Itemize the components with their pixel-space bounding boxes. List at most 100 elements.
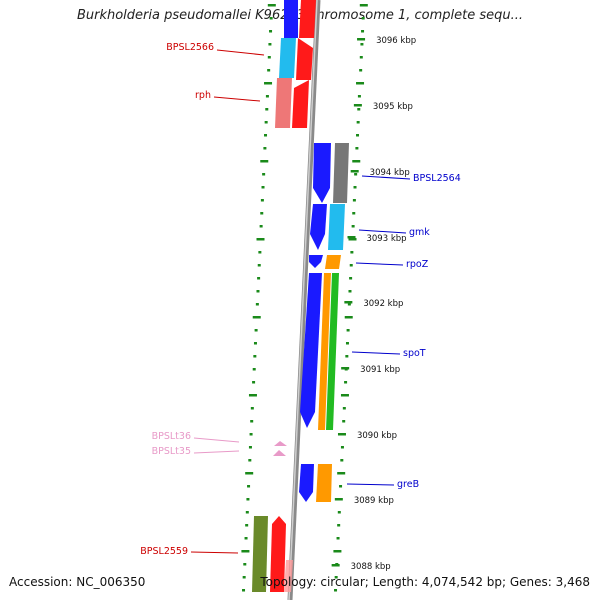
gene-BPSL2559-block[interactable] [252,516,293,592]
label-leader-line [213,96,261,102]
ruler-tick [267,4,276,7]
ruler-tick [267,56,271,59]
ruler-tick [263,147,267,150]
ruler-tick [349,264,353,267]
kbp-tick-label: 3088 kbp [351,562,391,572]
ruler-tick [345,355,349,358]
ruler-tick [339,485,343,488]
topology-label: Topology: circular; Length: 4,074,542 bp… [260,575,590,589]
ruler-tick [340,446,344,449]
ruler-tick [269,17,273,20]
ruler-tick [354,173,358,176]
ruler-tick [252,381,256,384]
gene-label-BPSL2566[interactable]: BPSL2566 [166,42,214,53]
kbp-major-tick [353,104,362,107]
ruler-tick [345,342,349,345]
ruler-tick [342,407,346,410]
ruler-tick [242,576,246,579]
ruler-tick [352,212,356,215]
label-leader-line [193,437,240,443]
gene-label-greB[interactable]: greB [397,479,419,490]
ruler-tick [261,186,265,189]
kbp-major-tick [334,498,343,501]
ruler-tick [340,394,349,397]
ruler-tick [254,329,258,332]
kbp-major-tick [337,433,346,436]
gene-greB-block[interactable] [299,464,332,502]
ruler-tick [337,524,341,527]
label-leader-line [351,351,401,355]
ruler-tick [334,589,338,592]
ruler-tick [244,537,248,540]
label-leader-line [216,49,265,56]
label-leader-line [358,229,407,234]
ruler-tick [253,355,257,358]
ruler-tick [355,147,359,150]
ruler-tick [245,472,254,475]
ruler-tick [245,524,249,527]
ruler-tick [265,108,269,111]
ruler-tick [359,4,368,7]
trna-BPSLt35-marker[interactable] [273,450,286,456]
ruler-tick [264,134,268,137]
gene-label-BPSLt35[interactable]: BPSLt35 [152,446,191,457]
ruler-tick [243,563,247,566]
kbp-tick-labels: 3096 kbp 3095 kbp 3094 kbp 3093 kbp 3092 kbp… [331,36,416,572]
gene-gmk-block[interactable] [310,204,345,250]
ruler-tick [262,173,266,176]
gene-label-rph[interactable]: rph [195,90,211,101]
label-leader-line [355,262,404,266]
ruler-tick [249,433,253,436]
ruler-tick [250,407,254,410]
ruler-tick [337,472,346,475]
ruler-tick [269,30,273,33]
ruler-tick [361,17,365,20]
ruler-tick [359,69,363,72]
ruler-tick [264,121,268,124]
ruler-tick [340,459,344,462]
ruler-tick [248,459,252,462]
ruler-tick [336,537,340,540]
label-leader-line [190,551,239,554]
gene-rph-block[interactable] [275,78,309,128]
kbp-tick-label: 3092 kbp [363,299,403,309]
gene-label-BPSL2559[interactable]: BPSL2559 [140,546,188,557]
ruler-tick [357,108,361,111]
gene-BPSL2566-block[interactable] [279,0,316,80]
gene-labels: BPSL2566 rph BPSLt36 BPSLt35 BPSL2559 BPSL256… [140,42,461,557]
ruler-tick [342,420,346,423]
ruler-tick [352,160,361,163]
ruler-tick [353,186,357,189]
ruler-tick [248,394,257,397]
ruler-tick [359,56,363,59]
gene-label-BPSL2564[interactable]: BPSL2564 [413,173,461,184]
kbp-major-tick [341,367,350,370]
kbp-tick-label: 3093 kbp [366,234,406,244]
ruler-tick [349,277,353,280]
kbp-tick-label: 3090 kbp [357,431,397,441]
ruler-tick [361,30,365,33]
label-leader-line [346,483,395,486]
ruler-tick [248,446,252,449]
ruler-tick [259,225,263,228]
left-scale-ruler [241,4,276,592]
ruler-tick [344,381,348,384]
ruler-tick [250,420,254,423]
gene-BPSL2564-block[interactable] [313,143,349,203]
ruler-tick [252,316,261,319]
gene-rpoZ-block[interactable] [309,255,341,269]
ruler-tick [252,368,256,371]
ruler-tick [334,576,338,579]
kbp-tick-label: 3094 kbp [370,168,410,178]
ruler-tick [351,225,355,228]
gene-label-spoT[interactable]: spoT [403,348,426,359]
trna-BPSLt36-marker[interactable] [274,441,287,446]
map-title: Burkholderia pseudomallei K96243 chromos… [76,8,524,23]
gene-label-rpoZ[interactable]: rpoZ [406,259,429,270]
kbp-major-tick [357,38,366,41]
ruler-tick [241,550,250,553]
gene-spoT-block[interactable] [300,273,339,430]
gene-label-BPSLt36[interactable]: BPSLt36 [152,431,191,442]
gene-label-gmk[interactable]: gmk [409,227,430,238]
